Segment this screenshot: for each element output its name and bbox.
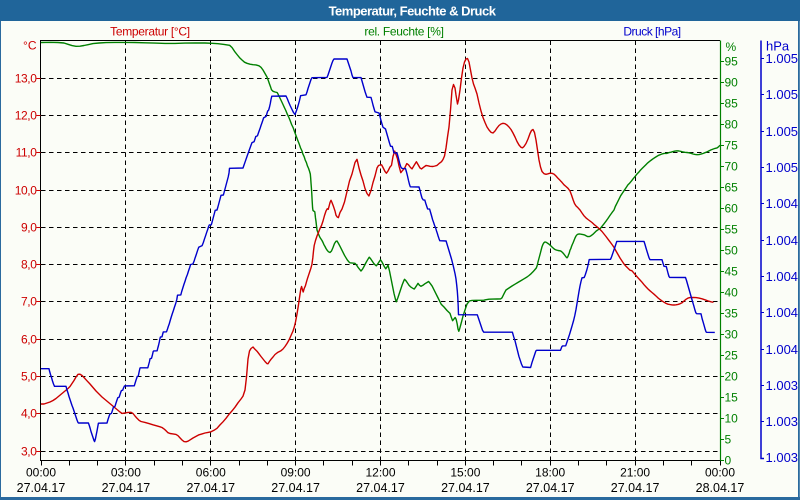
- svg-text:85: 85: [725, 97, 739, 111]
- svg-text:80: 80: [725, 118, 739, 132]
- svg-text:0: 0: [725, 454, 732, 468]
- svg-text:20: 20: [725, 370, 739, 384]
- svg-text:06:00: 06:00: [196, 466, 226, 480]
- svg-text:28.04.17: 28.04.17: [696, 481, 745, 495]
- svg-text:1.005: 1.005: [766, 51, 799, 66]
- svg-text:15:00: 15:00: [450, 466, 480, 480]
- svg-text:9,0: 9,0: [21, 221, 37, 235]
- svg-text:°C: °C: [23, 39, 37, 53]
- svg-text:90: 90: [725, 76, 739, 90]
- svg-text:7,0: 7,0: [21, 295, 37, 309]
- svg-text:27.04.17: 27.04.17: [356, 481, 405, 495]
- svg-text:70: 70: [725, 160, 739, 174]
- svg-text:11,0: 11,0: [16, 146, 38, 160]
- svg-text:18:00: 18:00: [535, 466, 565, 480]
- svg-text:1.004: 1.004: [766, 196, 799, 211]
- svg-text:1.004: 1.004: [766, 342, 799, 357]
- svg-text:55: 55: [725, 223, 739, 237]
- svg-text:21:00: 21:00: [620, 466, 650, 480]
- svg-text:4,0: 4,0: [21, 407, 37, 421]
- svg-text:27.04.17: 27.04.17: [186, 481, 235, 495]
- svg-text:50: 50: [725, 244, 739, 258]
- svg-text:30: 30: [725, 328, 739, 342]
- svg-text:35: 35: [725, 307, 739, 321]
- svg-text:27.04.17: 27.04.17: [526, 481, 575, 495]
- svg-text:65: 65: [725, 181, 739, 195]
- svg-text:27.04.17: 27.04.17: [441, 481, 490, 495]
- svg-text:hPa: hPa: [766, 39, 790, 54]
- svg-text:09:00: 09:00: [281, 466, 311, 480]
- svg-text:75: 75: [725, 139, 739, 153]
- svg-text:40: 40: [725, 286, 739, 300]
- svg-text:%: %: [726, 40, 737, 54]
- svg-text:27.04.17: 27.04.17: [102, 481, 151, 495]
- svg-text:1.004: 1.004: [766, 305, 799, 320]
- svg-text:27.04.17: 27.04.17: [611, 481, 660, 495]
- svg-text:1.003: 1.003: [766, 414, 799, 429]
- svg-text:00:00: 00:00: [705, 466, 735, 480]
- svg-text:60: 60: [725, 202, 739, 216]
- svg-text:5: 5: [725, 433, 732, 447]
- svg-text:8,0: 8,0: [21, 258, 37, 272]
- svg-text:00:00: 00:00: [26, 466, 56, 480]
- svg-text:rel. Feuchte [%]: rel. Feuchte [%]: [364, 25, 443, 39]
- svg-text:6,0: 6,0: [21, 333, 37, 347]
- svg-text:27.04.17: 27.04.17: [271, 481, 320, 495]
- svg-text:1.004: 1.004: [766, 269, 799, 284]
- svg-text:03:00: 03:00: [111, 466, 141, 480]
- svg-text:1.005: 1.005: [766, 160, 799, 175]
- svg-text:1.005: 1.005: [766, 124, 799, 139]
- svg-text:1.003: 1.003: [766, 450, 799, 465]
- svg-text:15: 15: [725, 391, 739, 405]
- svg-text:12:00: 12:00: [365, 466, 395, 480]
- svg-text:25: 25: [725, 349, 739, 363]
- svg-text:1.004: 1.004: [766, 233, 799, 248]
- svg-text:10,0: 10,0: [15, 184, 37, 198]
- svg-text:95: 95: [725, 55, 739, 69]
- svg-text:13,0: 13,0: [15, 72, 37, 86]
- svg-text:Temperatur [°C]: Temperatur [°C]: [110, 25, 190, 39]
- svg-text:1.005: 1.005: [766, 87, 799, 102]
- svg-text:45: 45: [725, 265, 739, 279]
- svg-text:12,0: 12,0: [15, 109, 37, 123]
- svg-text:Druck [hPa]: Druck [hPa]: [623, 25, 680, 39]
- svg-text:5,0: 5,0: [21, 370, 37, 384]
- svg-text:Temperatur, Feuchte & Druck: Temperatur, Feuchte & Druck: [329, 4, 497, 19]
- svg-text:1.003: 1.003: [766, 378, 799, 393]
- svg-text:10: 10: [725, 412, 739, 426]
- svg-text:27.04.17: 27.04.17: [17, 481, 66, 495]
- svg-text:3,0: 3,0: [21, 445, 37, 459]
